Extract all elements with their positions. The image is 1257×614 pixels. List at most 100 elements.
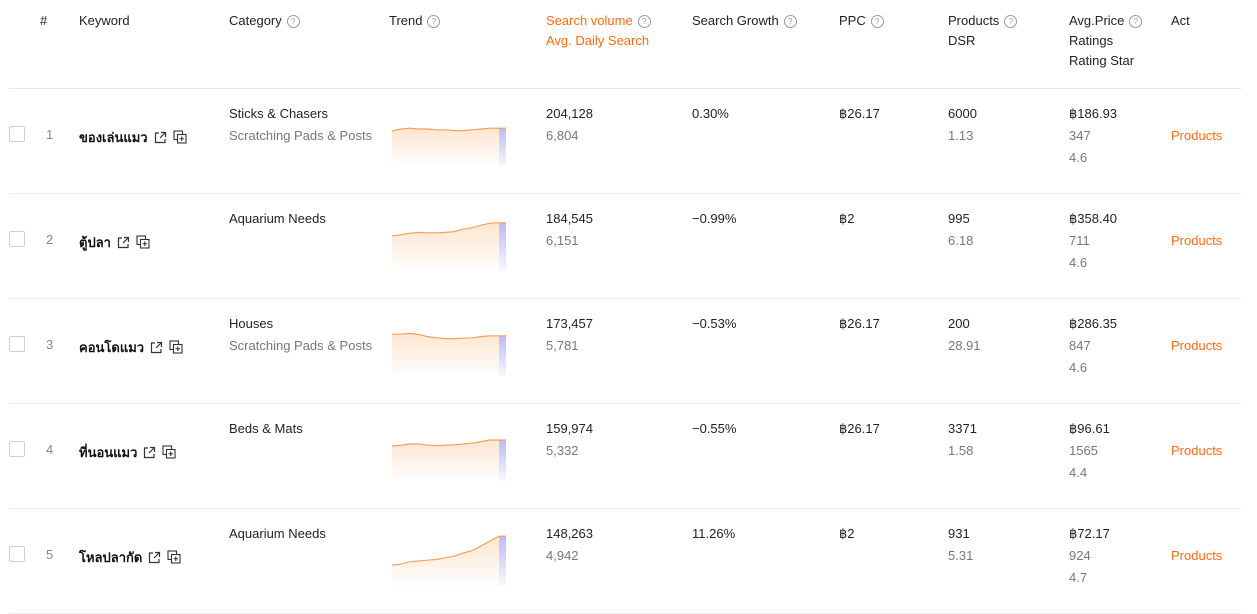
header-avg-price[interactable]: Avg.Price? Ratings Rating Star [1069, 11, 1143, 71]
keyword-cell: คอนโดแมว [79, 337, 183, 358]
trend-latest-bar [499, 536, 506, 586]
header-ppc[interactable]: PPC? [839, 11, 884, 31]
ppc: ฿2 [839, 211, 855, 226]
search-growth: −0.55% [692, 421, 737, 436]
trend-line [392, 127, 506, 132]
header-search-growth[interactable]: Search Growth? [692, 11, 797, 31]
products-count: 3371 [948, 421, 977, 436]
ratings: 1565 [1069, 443, 1098, 458]
ppc: ฿26.17 [839, 316, 880, 331]
trend-line [392, 222, 506, 237]
search-growth: 0.30% [692, 106, 729, 121]
table-row: 4 ที่นอนแมว Beds & Mats 159,974 5,332 −0.55% ฿… [0, 404, 1257, 509]
dsr: 1.58 [948, 443, 974, 458]
trend-line [392, 535, 506, 566]
products-count: 931 [948, 526, 970, 541]
category-primary: Aquarium Needs [229, 211, 326, 226]
search-volume: 159,974 [546, 421, 593, 436]
help-icon[interactable]: ? [1004, 15, 1018, 28]
row-checkbox[interactable] [9, 126, 25, 142]
row-checkbox[interactable] [9, 336, 25, 352]
rating-star: 4.4 [1069, 465, 1088, 480]
table-row: 2 ตู้ปลา Aquarium Needs 184,545 6,151 −0.99% ฿… [0, 194, 1257, 299]
row-checkbox[interactable] [9, 231, 25, 247]
rating-star: 4.6 [1069, 360, 1088, 375]
trend-sparkline [392, 222, 506, 271]
trend-latest-bar [499, 440, 506, 481]
avg-daily-search: 4,942 [546, 548, 579, 563]
row-index: 2 [46, 232, 54, 247]
copy-icon[interactable] [173, 130, 187, 147]
copy-icon[interactable] [169, 340, 183, 357]
copy-icon[interactable] [136, 235, 150, 252]
row-divider [9, 403, 1241, 404]
header-ratings: Ratings [1069, 33, 1114, 48]
help-icon[interactable]: ? [427, 15, 441, 28]
help-icon[interactable]: ? [1129, 15, 1143, 28]
avg-price: ฿96.61 [1069, 421, 1110, 436]
dsr: 5.31 [948, 548, 974, 563]
external-link-icon[interactable] [154, 131, 167, 147]
keyword-text[interactable]: คอนโดแมว [79, 340, 145, 355]
copy-icon[interactable] [167, 550, 181, 567]
trend-area [392, 440, 499, 481]
trend-line [392, 439, 506, 447]
avg-daily-search: 5,781 [546, 338, 579, 353]
help-icon[interactable]: ? [870, 15, 884, 28]
header-dsr: DSR [948, 33, 976, 48]
header-keyword: Keyword [79, 13, 130, 28]
table-row: 1 ของเล่นแมว Sticks & Chasers Scratching Pa… [0, 89, 1257, 194]
external-link-icon[interactable] [150, 341, 163, 357]
products-link[interactable]: Products [1171, 233, 1223, 248]
row-divider [9, 508, 1241, 509]
header-trend[interactable]: Trend? [389, 11, 441, 31]
avg-price: ฿186.93 [1069, 106, 1118, 121]
help-icon[interactable]: ? [783, 15, 797, 28]
row-index: 3 [46, 337, 54, 352]
trend-sparkline [392, 127, 506, 166]
trend-area [392, 536, 499, 586]
row-checkbox[interactable] [9, 546, 25, 562]
avg-price: ฿286.35 [1069, 316, 1118, 331]
trend-latest-bar [499, 222, 506, 271]
header-products[interactable]: Products? DSR [948, 11, 1018, 51]
search-volume: 148,263 [546, 526, 593, 541]
row-checkbox[interactable] [9, 441, 25, 457]
products-link[interactable]: Products [1171, 338, 1223, 353]
keyword-text[interactable]: ของเล่นแมว [79, 130, 148, 145]
search-volume: 173,457 [546, 316, 593, 331]
rating-star: 4.6 [1069, 150, 1088, 165]
products-link[interactable]: Products [1171, 548, 1223, 563]
trend-sparkline [392, 535, 506, 586]
external-link-icon[interactable] [143, 446, 156, 462]
category-primary: Sticks & Chasers [229, 106, 328, 121]
external-link-icon[interactable] [148, 551, 161, 567]
header-search-volume[interactable]: Search volume? Avg. Daily Search [546, 13, 651, 48]
copy-icon[interactable] [162, 445, 176, 462]
table-header: # Keyword Category? Trend? Search volume… [0, 0, 1257, 89]
category-primary: Aquarium Needs [229, 526, 326, 541]
row-index: 4 [46, 442, 54, 457]
products-link[interactable]: Products [1171, 443, 1223, 458]
keyword-text[interactable]: ตู้ปลา [79, 235, 111, 250]
dsr: 28.91 [948, 338, 981, 353]
table-row: 5 โหลปลากัด Aquarium Needs 148,263 4,942 11.2… [0, 509, 1257, 614]
header-act: Act [1171, 13, 1190, 28]
help-icon[interactable]: ? [637, 15, 651, 28]
keyword-cell: ของเล่นแมว [79, 127, 187, 148]
external-link-icon[interactable] [117, 236, 130, 252]
search-volume: 204,128 [546, 106, 593, 121]
keyword-text[interactable]: โหลปลากัด [79, 550, 143, 565]
table-row: 3 คอนโดแมว Houses Scratching Pads & Posts 17… [0, 299, 1257, 404]
ppc: ฿26.17 [839, 106, 880, 121]
keyword-text[interactable]: ที่นอนแมว [79, 445, 138, 460]
products-count: 6000 [948, 106, 977, 121]
products-link[interactable]: Products [1171, 128, 1223, 143]
trend-latest-bar [499, 335, 506, 376]
header-avg-daily-search: Avg. Daily Search [546, 33, 650, 48]
header-category[interactable]: Category? [229, 11, 300, 31]
search-growth: −0.99% [692, 211, 737, 226]
category-primary: Beds & Mats [229, 421, 303, 436]
avg-daily-search: 6,151 [546, 233, 579, 248]
help-icon[interactable]: ? [286, 15, 300, 28]
